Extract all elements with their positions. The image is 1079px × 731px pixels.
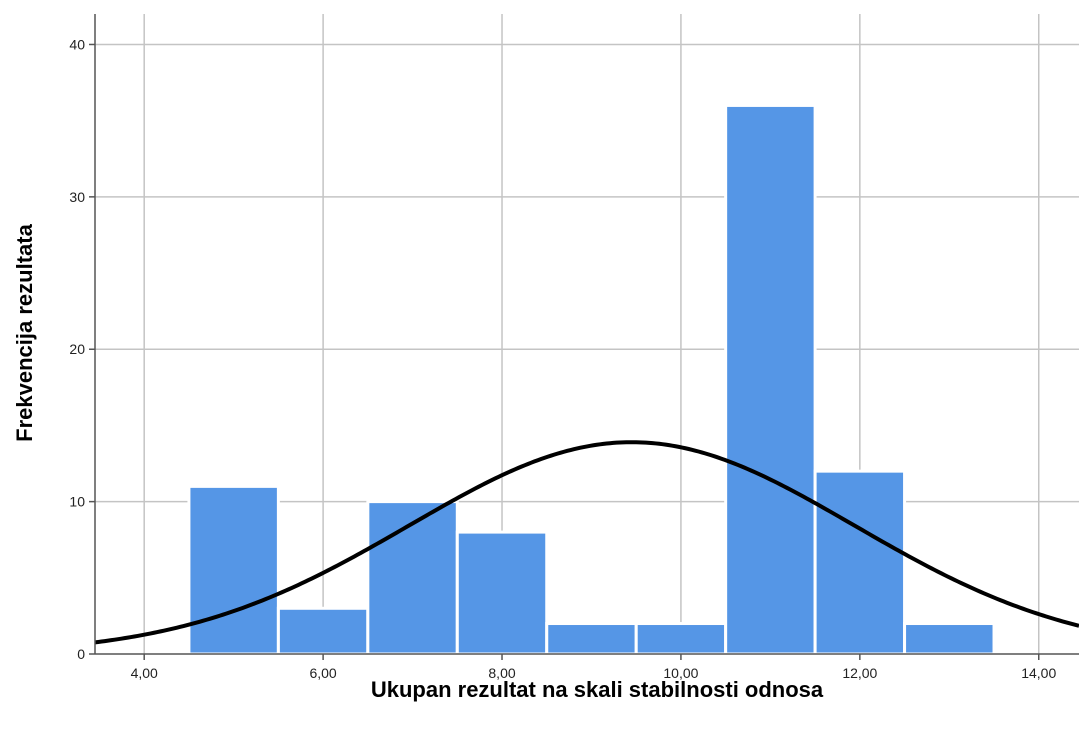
label-layer: 0 10 20 30 40 4,00 6,00 8,00 10,00 12,00 14,00 bbox=[69, 36, 1056, 681]
y-axis-title: Frekvencija rezultata bbox=[12, 223, 37, 441]
histogram-bar bbox=[903, 622, 996, 656]
histogram-bar bbox=[187, 484, 280, 656]
y-tick-label: 40 bbox=[69, 36, 85, 52]
x-tick-label: 6,00 bbox=[309, 665, 336, 681]
histogram-bar bbox=[634, 622, 728, 656]
histogram-bar bbox=[276, 606, 370, 656]
histogram-bar bbox=[724, 103, 817, 656]
y-tick-label: 10 bbox=[69, 494, 85, 510]
bar-layer bbox=[187, 103, 996, 656]
x-tick-label: 14,00 bbox=[1021, 665, 1056, 681]
x-tick-label: 8,00 bbox=[488, 665, 515, 681]
y-tick-label: 0 bbox=[77, 646, 85, 662]
normal-distribution-curve bbox=[94, 440, 1079, 645]
histogram-bar bbox=[545, 622, 638, 656]
x-axis-title: Ukupan rezultat na skali stabilnosti odn… bbox=[371, 677, 824, 702]
y-tick-label: 30 bbox=[69, 189, 85, 205]
x-tick-label: 12,00 bbox=[842, 665, 877, 681]
y-tick-label: 20 bbox=[69, 341, 85, 357]
x-tick-label: 4,00 bbox=[131, 665, 158, 681]
x-tick-label: 10,00 bbox=[663, 665, 698, 681]
axis-layer bbox=[89, 14, 1079, 660]
histogram-bar bbox=[813, 469, 907, 656]
curve-layer bbox=[94, 440, 1079, 645]
histogram-bar bbox=[455, 530, 549, 656]
